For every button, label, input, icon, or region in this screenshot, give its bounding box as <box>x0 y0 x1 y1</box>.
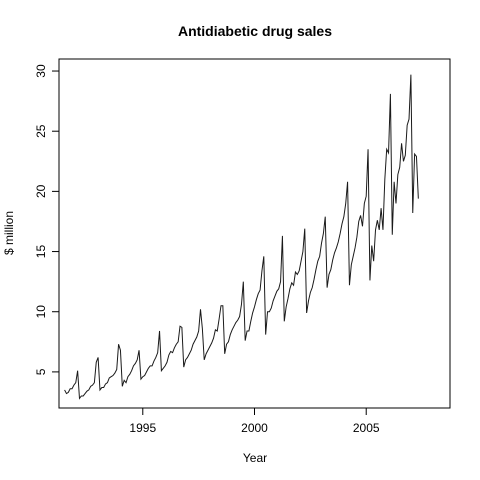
y-tick-label: 25 <box>34 124 48 138</box>
x-tick-label: 2005 <box>353 421 380 435</box>
x-tick-label: 1995 <box>129 421 156 435</box>
chart-title: Antidiabetic drug sales <box>178 23 332 39</box>
x-axis-label: Year <box>243 451 267 465</box>
y-tick-label: 15 <box>34 245 48 259</box>
y-tick-label: 5 <box>34 368 48 375</box>
y-axis-label: $ million <box>2 211 16 255</box>
x-tick-label: 2000 <box>241 421 268 435</box>
y-tick-label: 30 <box>34 64 48 78</box>
series-line <box>64 74 419 400</box>
y-tick-label: 10 <box>34 305 48 319</box>
x-axis: 1995 2000 2005 <box>129 408 380 435</box>
y-tick-label: 20 <box>34 184 48 198</box>
y-axis: 5 10 15 20 25 30 <box>34 64 59 375</box>
